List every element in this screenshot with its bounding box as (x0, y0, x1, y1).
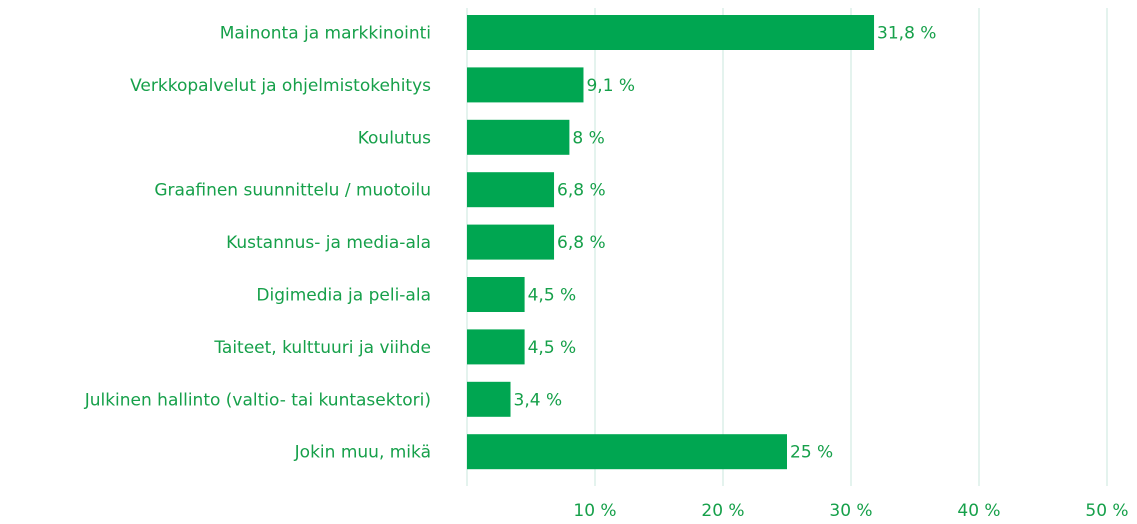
category-label: Graafinen suunnittelu / muotoilu (154, 181, 431, 201)
category-label: Taiteet, kulttuuri ja viihde (213, 338, 431, 358)
x-tick-label: 20 % (701, 501, 744, 521)
value-label: 9,1 % (586, 76, 635, 96)
value-label: 3,4 % (514, 390, 563, 410)
bar (467, 15, 875, 50)
category-label: Verkkopalvelut ja ohjelmistokehitys (130, 76, 431, 96)
value-label: 4,5 % (528, 338, 577, 358)
bar (467, 329, 525, 365)
x-tick-label: 30 % (829, 501, 872, 521)
x-tick-label: 50 % (1085, 501, 1128, 521)
bar (467, 277, 525, 312)
value-label: 4,5 % (528, 286, 577, 306)
x-tick-label: 10 % (573, 501, 616, 521)
bar (467, 381, 511, 417)
x-tick-label: 40 % (957, 501, 1000, 521)
value-label: 6,8 % (557, 233, 606, 253)
category-label: Koulutus (358, 128, 431, 148)
category-label: Kustannus- ja media-ala (226, 233, 431, 253)
category-label: Mainonta ja markkinointi (220, 24, 431, 44)
category-label: Jokin muu, mikä (294, 443, 431, 463)
bar (467, 224, 555, 260)
bar (467, 119, 570, 155)
bar (467, 434, 787, 470)
value-label: 8 % (572, 128, 604, 148)
value-label: 25 % (790, 443, 833, 463)
category-label: Digimedia ja peli-ala (256, 286, 431, 306)
bar (467, 67, 584, 103)
category-label: Julkinen hallinto (valtio- tai kuntasekt… (84, 390, 431, 410)
value-label: 31,8 % (877, 24, 936, 44)
value-label: 6,8 % (557, 181, 606, 201)
bar (467, 172, 555, 208)
